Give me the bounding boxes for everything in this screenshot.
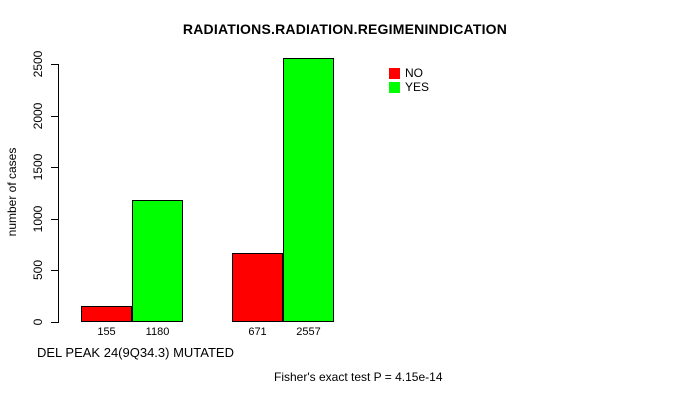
y-tick-label: 2500 (31, 50, 45, 78)
legend-item-no: NO (389, 66, 429, 80)
chart-title: RADIATIONS.RADIATION.REGIMENINDICATION (182, 21, 508, 37)
y-tick (51, 64, 59, 65)
y-tick-label: 1000 (31, 205, 45, 233)
x-axis-label: DEL PEAK 24(9Q34.3) MUTATED (37, 345, 234, 360)
legend: NO YES (389, 66, 429, 94)
y-tick-label: 2000 (31, 102, 45, 130)
y-tick-label: 500 (31, 259, 45, 281)
legend-label-yes: YES (405, 80, 430, 94)
y-tick-label: 0 (31, 318, 45, 326)
y-tick (51, 219, 59, 220)
y-tick-label: 1500 (31, 153, 45, 181)
bar-no-group2 (232, 253, 283, 322)
y-tick (51, 167, 59, 168)
legend-item-yes: YES (389, 80, 429, 94)
bar-value-label: 671 (248, 326, 267, 338)
bar-no-group1 (81, 306, 132, 322)
legend-swatch-yes (389, 81, 400, 93)
legend-label-no: NO (405, 66, 423, 80)
y-tick (51, 322, 59, 323)
bar-value-label: 155 (97, 326, 116, 338)
bar-value-label: 1180 (145, 326, 170, 338)
bar-yes-group1 (132, 200, 183, 322)
bar-value-label: 2557 (296, 326, 321, 338)
y-tick (51, 116, 59, 117)
legend-swatch-no (389, 67, 400, 79)
y-tick (51, 270, 59, 271)
y-axis-line (58, 64, 59, 323)
y-axis-label: number of cases (5, 147, 19, 237)
bar-yes-group2 (283, 58, 334, 322)
fisher-test-annotation: Fisher's exact test P = 4.15e-14 (274, 370, 443, 384)
